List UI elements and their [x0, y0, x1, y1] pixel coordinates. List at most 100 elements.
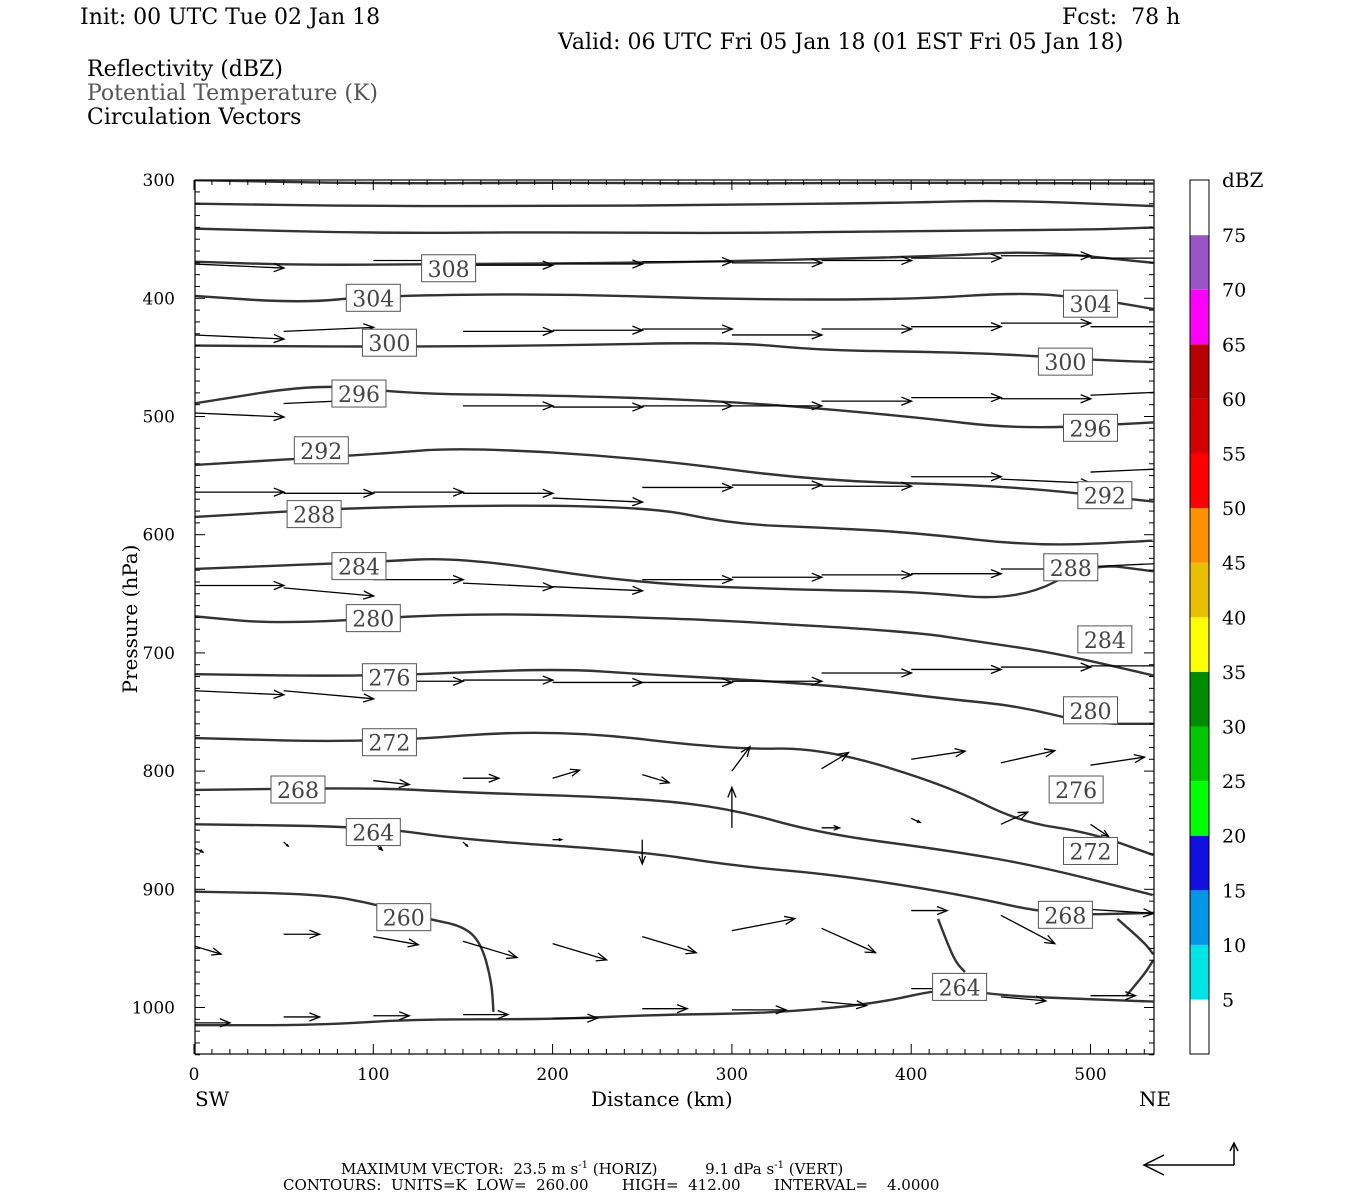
x-tick-label: 100 — [357, 1065, 389, 1085]
vector-head — [676, 1003, 690, 1014]
circulation-vector — [638, 839, 647, 866]
x-tick-label: 300 — [716, 1065, 748, 1085]
contour-label: 280 — [1063, 696, 1118, 725]
colorbar-segment — [1190, 835, 1209, 891]
contour-label: 300 — [1037, 347, 1093, 376]
vector-head — [488, 773, 501, 783]
contour-label-text: 264 — [939, 976, 981, 1001]
colorbar-label: 20 — [1222, 826, 1246, 848]
contour-label-box — [1063, 696, 1118, 725]
vector-head — [1133, 753, 1147, 764]
colorbar-label: 15 — [1222, 880, 1246, 902]
field-reflectivity: Reflectivity (dBZ) — [87, 57, 283, 82]
circulation-vector — [195, 1018, 232, 1028]
vector-head — [811, 401, 824, 411]
colorbar-segment — [1190, 289, 1209, 345]
max-vector-note: MAXIMUM VECTOR: 23.5 m s-1 (HORIZ) 9.1 d… — [341, 1160, 844, 1178]
vector-head — [901, 396, 914, 406]
circulation-vector — [283, 1012, 322, 1022]
vector-shaft — [731, 746, 751, 772]
circulation-vector — [195, 333, 286, 344]
contour-label-text: 280 — [352, 608, 394, 633]
circulation-vector — [195, 945, 223, 956]
vector-head — [1017, 811, 1030, 821]
vector-head — [505, 950, 519, 960]
circulation-vector — [552, 768, 582, 779]
vector-head — [1035, 995, 1048, 1005]
vector-shaft — [821, 927, 876, 954]
vector-head — [1080, 394, 1093, 404]
circulation-vector — [821, 396, 914, 406]
x-tick-label: 400 — [895, 1065, 927, 1085]
vector-head — [398, 1011, 412, 1021]
isentrope-line — [195, 292, 1154, 311]
vector-head — [497, 1009, 510, 1020]
y-tick-label: 300 — [143, 171, 175, 191]
contour-label-text: 260 — [383, 907, 425, 932]
vector-shaft — [195, 334, 285, 340]
circulation-vector — [462, 675, 555, 685]
colorbar-label: 70 — [1222, 280, 1246, 302]
circulation-vector — [642, 677, 735, 688]
contour-label-text: 292 — [300, 440, 342, 465]
vector-head — [1170, 323, 1180, 331]
contour-label-box — [1063, 836, 1118, 865]
circulation-vector — [727, 785, 737, 828]
circulation-vector — [1090, 662, 1180, 670]
colorbar-label: 75 — [1222, 225, 1246, 247]
colorbar-segment — [1190, 890, 1209, 945]
circulation-vector — [731, 1005, 788, 1015]
contour-label-box — [345, 604, 401, 633]
vector-head — [685, 945, 698, 955]
vector-head — [407, 938, 421, 948]
circulation-vector — [642, 256, 735, 267]
vector-head — [587, 1013, 600, 1023]
circulation-vector — [195, 262, 286, 273]
vector-head — [811, 572, 824, 582]
contour-label-text: 280 — [1070, 700, 1112, 725]
circulation-vector — [462, 401, 555, 411]
isentrope-line — [195, 731, 1154, 857]
circulation-vector — [552, 1013, 600, 1023]
vector-head — [990, 321, 1003, 332]
circulation-vector — [642, 324, 735, 334]
vector-head — [273, 689, 286, 700]
contour-label-box — [1037, 900, 1093, 929]
circulation-vector — [821, 1000, 869, 1010]
isentrope-line — [195, 613, 1154, 677]
contour-label-box — [293, 436, 349, 465]
y-tick-label: 700 — [143, 644, 175, 664]
isentrope-line — [195, 385, 1154, 429]
colorbar-segment — [1190, 617, 1209, 672]
vector-head — [990, 664, 1003, 675]
circulation-vector — [642, 935, 698, 955]
reference-vector — [1142, 1141, 1239, 1176]
vector-head — [452, 487, 466, 497]
circulation-vector — [462, 260, 555, 270]
vector-shaft — [821, 1000, 867, 1007]
circulation-vector — [1000, 251, 1093, 261]
circulation-vector — [642, 482, 735, 493]
circulation-vector — [283, 841, 290, 848]
circulation-vector — [911, 664, 1003, 675]
contour-label-text: 264 — [352, 822, 394, 847]
contour-label-box — [1077, 481, 1133, 510]
vector-head — [1170, 662, 1180, 670]
vector-head — [837, 751, 851, 762]
isentrope-contours — [195, 180, 1154, 1027]
reference-horizontal-head — [1142, 1154, 1165, 1176]
circulation-vector — [1000, 318, 1093, 328]
isentrope-line — [1125, 959, 1154, 997]
contour-label-text: 284 — [338, 556, 380, 581]
contour-label: 280 — [345, 604, 401, 633]
vector-head — [1170, 254, 1180, 262]
circulation-vector — [1090, 823, 1110, 838]
circulation-vector — [283, 587, 376, 600]
contour-label-text: 308 — [428, 258, 470, 283]
contour-label-text: 292 — [1084, 485, 1126, 510]
circulation-vector — [911, 569, 1003, 579]
y-tick-label: 600 — [143, 526, 175, 546]
colorbar-segment — [1190, 562, 1209, 618]
circulation-vector — [283, 929, 322, 939]
